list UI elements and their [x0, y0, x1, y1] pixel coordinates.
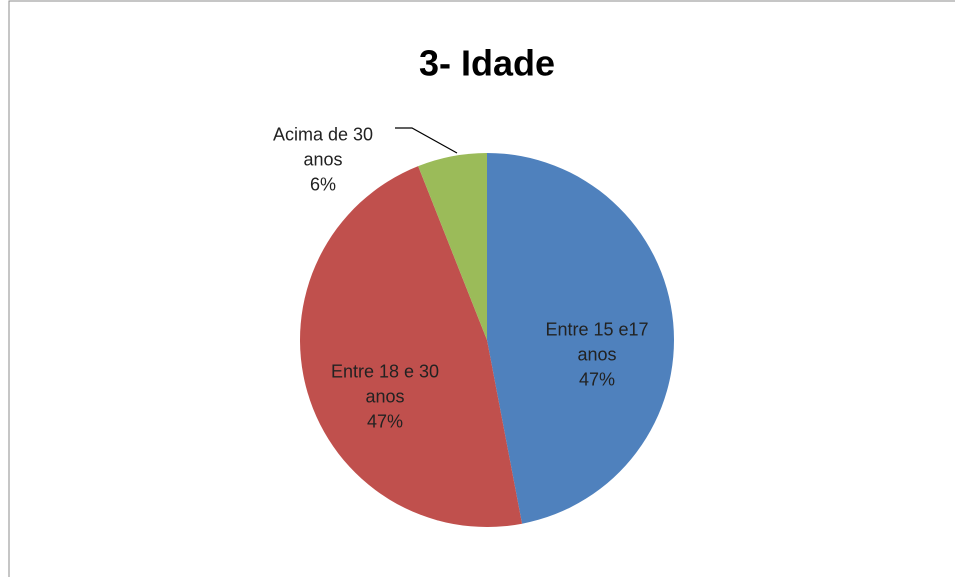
chart-title: 3- Idade [419, 43, 555, 84]
pie-slice [299, 166, 523, 528]
slice-category: Entre 18 e 30 anos [330, 361, 440, 407]
slice-label: Entre 15 e17 anos 47% [527, 318, 667, 393]
leader-line [395, 127, 458, 154]
slice-category: Acima de 30 anos [272, 124, 374, 170]
slice-value: 6% [309, 174, 336, 195]
pie-slice [487, 153, 675, 524]
slice-category: Entre 15 e17 anos [545, 319, 649, 365]
slice-value: 47% [578, 369, 616, 390]
slice-label: Acima de 30 anos 6% [248, 123, 398, 198]
pie-slice [418, 153, 487, 340]
slice-value: 47% [366, 411, 404, 432]
slice-label: Entre 18 e 30 anos 47% [310, 360, 460, 435]
